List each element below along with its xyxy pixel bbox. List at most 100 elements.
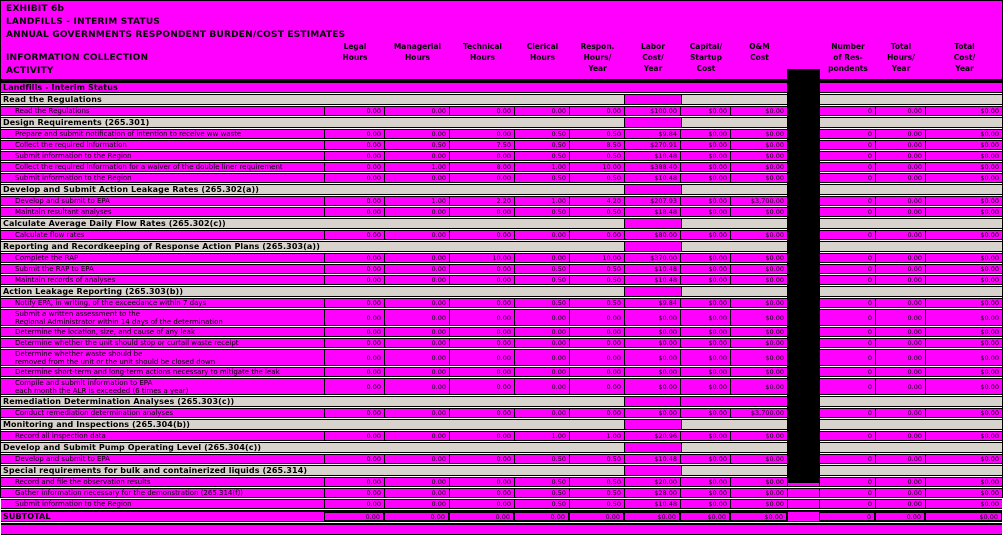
cell-clerical_hours: 0.50 <box>514 152 569 160</box>
cell-om_cost: $0.00 <box>730 368 787 376</box>
cell-total_cost_year: $0.00 <box>925 379 1002 394</box>
cell-managerial_hours: 0.00 <box>384 339 449 347</box>
exhibit-number: EXHIBIT 6b <box>6 4 65 14</box>
cell-total_hours_year: 0.00 <box>875 299 925 307</box>
column-header-legal_hours: Legal Hours <box>342 42 368 62</box>
activity-label: Determine short-term and long-term actio… <box>15 368 280 376</box>
cell-technical_hours: 0.00 <box>449 379 514 394</box>
table-row: Submit information to the Region 0.00 0.00… <box>1 499 1002 509</box>
activity-label: Submit the RAP to EPA <box>15 265 94 273</box>
table-row: Collect the required information 0.00 0.50… <box>1 140 1002 150</box>
table-row: Read the Regulations 0.00 0.00 0.00 0.00 0.00… <box>1 106 1002 116</box>
cell-technical_hours: 7.50 <box>449 141 514 149</box>
activity-label: Maintain resultant analyses <box>15 208 112 216</box>
table-row: Prepare and submit notification of inten… <box>1 129 1002 139</box>
table-row: Determine whether the unit should stop o… <box>1 338 1002 348</box>
cell-respondent_hours_year: 0.00 <box>569 368 624 376</box>
cell-legal_hours: 0.00 <box>324 368 384 376</box>
cell-capital_startup_cost: $0.00 <box>680 500 730 508</box>
table-row: Submit the RAP to EPA 0.00 0.00 0.00 0.50 0.5… <box>1 264 1002 274</box>
cell-labor_cost_year: $28.00 <box>624 489 680 497</box>
cell-legal_hours: 0.00 <box>324 455 384 463</box>
activity-label: SUBTOTAL <box>3 512 51 521</box>
cell-managerial_hours: 0.00 <box>384 130 449 138</box>
cell-legal_hours: 0.00 <box>324 265 384 273</box>
cell-managerial_hours: 1.00 <box>384 163 449 171</box>
cell-managerial_hours: 0.00 <box>384 174 449 182</box>
cell-clerical_hours: 0.00 <box>514 409 569 417</box>
cell-technical_hours: 0.00 <box>449 455 514 463</box>
labor-cost-patch <box>624 397 682 406</box>
cell-clerical_hours: 0.00 <box>514 107 569 115</box>
cell-capital_startup_cost: $0.00 <box>680 265 730 273</box>
cell-clerical_hours: 1.00 <box>514 163 569 171</box>
cell-labor_cost_year: $10.48 <box>624 276 680 284</box>
cell-managerial_hours: 0.00 <box>384 409 449 417</box>
cell-number_of_respondents: 0 <box>819 208 875 216</box>
cell-labor_cost_year: $0.00 <box>624 310 680 325</box>
labor-cost-patch <box>624 185 682 194</box>
activity-label: Reporting and Recordkeeping of Response … <box>3 242 320 251</box>
cell-total_hours_year: 0.00 <box>875 276 925 284</box>
cell-managerial_hours: 0.00 <box>384 208 449 216</box>
cell-om_cost: $0.00 <box>730 500 787 508</box>
activity-label: Remediation Determination Analyses (265.… <box>3 397 235 406</box>
cell-number_of_respondents: 0 <box>819 409 875 417</box>
section-row: Monitoring and Inspections (265.304(b)) <box>1 419 1002 430</box>
cell-capital_startup_cost: $0.00 <box>680 350 730 365</box>
cell-technical_hours: 0.00 <box>449 276 514 284</box>
table-row: Submit a written assessment to the Regio… <box>1 309 1002 326</box>
cell-legal_hours: 0.00 <box>324 328 384 336</box>
cell-capital_startup_cost: $0.00 <box>680 368 730 376</box>
labor-cost-patch <box>624 219 682 228</box>
cell-respondent_hours_year: 0.50 <box>569 299 624 307</box>
cell-number_of_respondents: 0 <box>819 197 875 205</box>
cell-number_of_respondents: 0 <box>819 328 875 336</box>
cell-om_cost: $0.00 <box>730 231 787 239</box>
labor-cost-patch <box>624 95 682 104</box>
cell-total_cost_year: $0.00 <box>925 328 1002 336</box>
cell-legal_hours: 0.00 <box>324 432 384 440</box>
cell-managerial_hours: 0.00 <box>384 432 449 440</box>
cell-total_cost_year: $0.00 <box>925 409 1002 417</box>
cell-clerical_hours: 0.00 <box>514 231 569 239</box>
cell-capital_startup_cost: $0.00 <box>680 197 730 205</box>
cell-number_of_respondents: 0 <box>819 368 875 376</box>
activity-label: Compile and submit information to EPA ea… <box>15 378 189 395</box>
cell-legal_hours: 0.00 <box>324 310 384 325</box>
cell-respondent_hours_year: 10.00 <box>569 163 624 171</box>
cell-managerial_hours: 0.00 <box>384 231 449 239</box>
cell-total_cost_year: $0.00 <box>925 350 1002 365</box>
cell-number_of_respondents: 0 <box>819 489 875 497</box>
cell-technical_hours: 0.00 <box>449 310 514 325</box>
table-row: Submit information to the Region 0.00 0.00… <box>1 173 1002 183</box>
cell-total_cost_year: $0.00 <box>925 141 1002 149</box>
title-block: EXHIBIT 6b LANDFILLS - INTERIM STATUS AN… <box>1 1 1002 82</box>
cell-clerical_hours: 0.50 <box>514 141 569 149</box>
column-header-respondent_hours_year: Respon. Hours/ Year <box>580 42 615 73</box>
activity-label: Submit information to the Region <box>15 174 132 182</box>
cell-labor_cost_year: $0.00 <box>624 350 680 365</box>
cell-legal_hours: 0.00 <box>324 231 384 239</box>
cell-respondent_hours_year: 0.00 <box>569 107 624 115</box>
cell-total_cost_year: $0.00 <box>925 455 1002 463</box>
column-header-total_cost_year: Total Cost/ Year <box>953 42 976 73</box>
cell-om_cost: $0.00 <box>730 310 787 325</box>
activity-label: Determine the location, size, and cause … <box>15 328 196 336</box>
cell-om_cost: $0.00 <box>730 208 787 216</box>
cell-labor_cost_year: $20.96 <box>624 432 680 440</box>
cell-total_cost_year: $0.00 <box>925 276 1002 284</box>
section-row: Develop and Submit Pump Operating Level … <box>1 442 1002 453</box>
cell-capital_startup_cost: $0.00 <box>680 276 730 284</box>
cell-managerial_hours: 0.00 <box>384 368 449 376</box>
cell-capital_startup_cost: $0.00 <box>680 163 730 171</box>
cell-number_of_respondents: 0 <box>819 379 875 394</box>
capital-om-patch <box>680 397 789 406</box>
cell-capital_startup_cost: $0.00 <box>680 489 730 497</box>
activity-label: Action Leakage Reporting (265.303(b)) <box>3 287 184 296</box>
cell-capital_startup_cost: $0.00 <box>680 455 730 463</box>
cell-legal_hours: 0.00 <box>324 208 384 216</box>
cell-capital_startup_cost: $0.00 <box>680 379 730 394</box>
cell-om_cost: $3,700.00 <box>730 409 787 417</box>
cell-legal_hours: 0.00 <box>324 350 384 365</box>
